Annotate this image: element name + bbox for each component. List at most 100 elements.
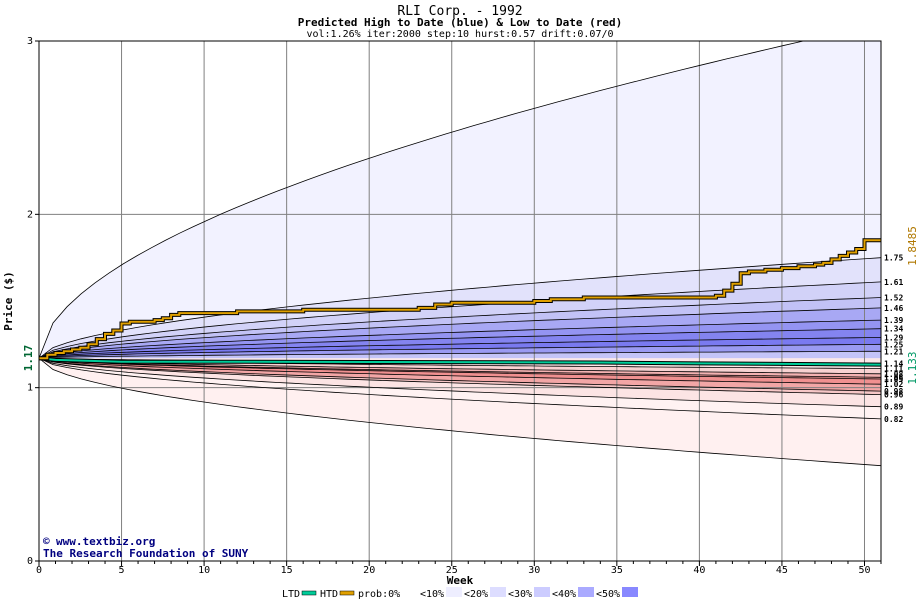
chart-subtitle: Predicted High to Date (blue) & Low to D… (298, 16, 623, 29)
low-band-line (39, 357, 881, 380)
x-tick-label: 15 (281, 565, 293, 576)
probability-bands (39, 41, 881, 466)
low-band-label: 0.82 (884, 415, 903, 424)
x-tick-label: 25 (446, 565, 458, 576)
high-band-line (39, 343, 881, 359)
low-band-area (39, 358, 881, 392)
legend-swatch (490, 587, 506, 597)
high-band-line (39, 337, 881, 359)
x-tick-label: 20 (363, 565, 375, 576)
high-band-area (39, 328, 881, 359)
legend-line-swatch (301, 590, 317, 596)
high-band-label: 1.39 (884, 316, 903, 325)
low-band-label: 1.11 (884, 365, 903, 374)
chart-params: vol:1.26% iter:2000 step:10 hurst:0.57 d… (306, 29, 613, 40)
high-band-line (39, 41, 806, 359)
low-to-date-label: 1.133 (906, 351, 919, 384)
x-tick-label: 30 (528, 565, 540, 576)
chart-title: RLI Corp. - 1992 (397, 4, 522, 19)
legend-swatch (622, 587, 638, 597)
x-tick-label: 45 (776, 565, 788, 576)
high-band-area (39, 337, 881, 359)
x-tick-label: 50 (858, 565, 870, 576)
high-band-label: 1.29 (884, 333, 903, 342)
plot-frame (38, 40, 882, 562)
high-band-line (39, 319, 881, 359)
y-tick-label: 2 (27, 209, 33, 220)
high-band-label: 1.25 (884, 340, 903, 349)
y-tick-label: 0 (27, 556, 33, 567)
x-tick-label: 40 (693, 565, 705, 576)
high-to-date-label: 1.8485 (906, 226, 919, 266)
y-tick-label: 3 (27, 36, 33, 47)
high-band-line (39, 307, 881, 359)
legend: LTD HTD prob:0% <10% <20% <30% <40% <50% (282, 587, 638, 600)
axis-ticks: 0 5 10 15 20 25 30 35 40 45 50 0 1 2 3 (27, 36, 882, 576)
legend-label: HTD (320, 589, 338, 600)
band-end-labels: 1.75 1.61 1.521.46 1.391.341.291.251.21 1.14… (884, 254, 903, 424)
legend-label: <50% (596, 589, 620, 600)
legend-swatch (402, 587, 418, 597)
y-axis-label: Price ($) (2, 271, 15, 331)
low-band-label: 1.06 (884, 373, 903, 382)
low-band-label: 0.89 (884, 403, 903, 412)
legend-label: <40% (552, 589, 576, 600)
high-band-label: 1.34 (884, 325, 903, 334)
high-band-area (39, 41, 881, 359)
ltd-line (39, 357, 881, 366)
low-band-label: 0.98 (884, 387, 903, 396)
high-band-label: 1.14 (884, 359, 903, 368)
x-tick-label: 10 (198, 565, 210, 576)
low-band-label: 1.02 (884, 380, 903, 389)
copyright-icon: © (43, 535, 50, 548)
low-band-line (39, 357, 881, 408)
low-band-line (39, 357, 881, 378)
low-band-label: 0.96 (884, 391, 903, 400)
low-band-area (39, 358, 881, 407)
low-band-area (39, 358, 881, 378)
high-band-line (39, 328, 881, 359)
x-tick-label: 5 (119, 565, 125, 576)
low-band-line (39, 357, 881, 385)
low-band-area (39, 358, 881, 466)
legend-label: <10% (420, 589, 444, 600)
low-band-line (39, 357, 881, 467)
credit-org: The Research Foundation of SUNY (43, 547, 249, 560)
low-band-line (39, 357, 881, 420)
high-band-area (39, 320, 881, 359)
high-band-label: 1.75 (884, 254, 903, 263)
credit-url: www.textbiz.org (56, 535, 155, 548)
legend-swatch (534, 587, 550, 597)
x-axis-label: Week (447, 574, 474, 587)
legend-label: LTD (282, 589, 300, 600)
high-band-label: 1.21 (884, 347, 903, 356)
legend-swatch (446, 587, 462, 597)
legend-label: <20% (464, 589, 488, 600)
high-band-label: 1.52 (884, 294, 903, 303)
legend-label: prob:0% (358, 589, 400, 600)
low-band-label: 1.08 (884, 370, 903, 379)
low-band-area (39, 358, 881, 379)
low-band-line (39, 357, 881, 392)
y-tick-label: 1 (27, 383, 33, 394)
low-band-label: 1.05 (884, 375, 903, 384)
low-band-line (39, 357, 881, 375)
series-lines (39, 238, 881, 367)
low-band-line (39, 357, 881, 395)
x-tick-label: 0 (36, 565, 42, 576)
low-band-area (39, 358, 881, 395)
high-band-line (39, 297, 881, 359)
legend-swatch (578, 587, 594, 597)
high-band-area (39, 297, 881, 359)
legend-line-swatch (339, 590, 355, 596)
high-band-area (39, 307, 881, 359)
low-band-area (39, 358, 881, 385)
x-tick-label: 35 (611, 565, 623, 576)
legend-label: <30% (508, 589, 532, 600)
htd-line (39, 239, 881, 360)
high-band-area (39, 257, 881, 359)
high-band-label: 1.61 (884, 278, 903, 287)
high-band-line (39, 350, 881, 359)
high-band-line (39, 257, 881, 359)
high-band-line (39, 281, 881, 359)
